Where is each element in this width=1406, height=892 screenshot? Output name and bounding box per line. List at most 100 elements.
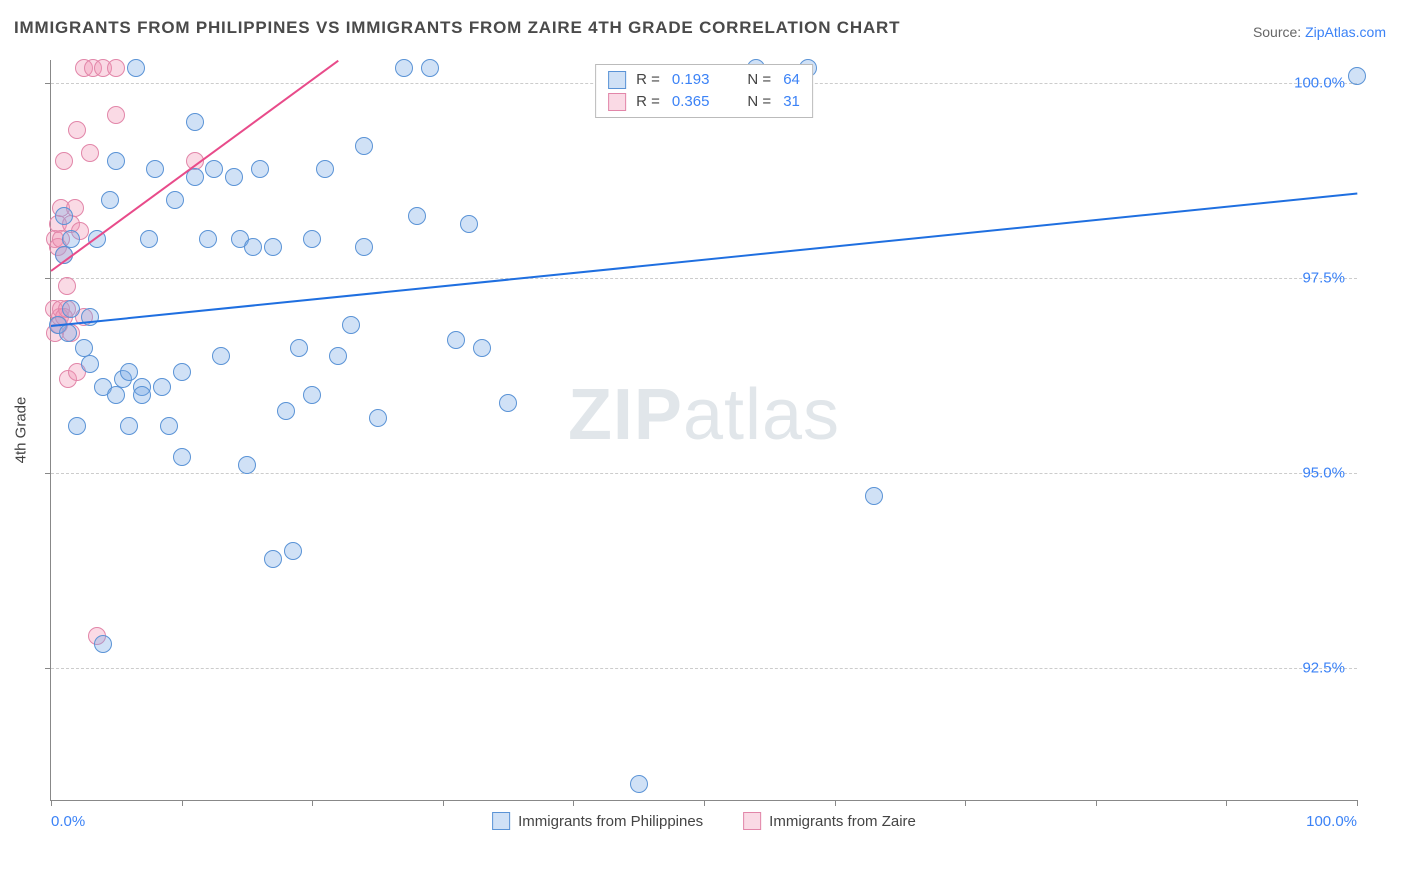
philippines-marker	[303, 230, 321, 248]
x-tick	[443, 800, 444, 806]
philippines-marker	[290, 339, 308, 357]
philippines-marker	[59, 324, 77, 342]
n-label: N =	[747, 91, 771, 113]
philippines-marker	[630, 775, 648, 793]
x-tick	[965, 800, 966, 806]
zaire-marker	[68, 121, 86, 139]
swatch-philippines-icon	[492, 812, 510, 830]
philippines-marker	[369, 409, 387, 427]
philippines-marker	[127, 59, 145, 77]
x-tick	[835, 800, 836, 806]
philippines-marker	[277, 402, 295, 420]
philippines-marker	[160, 417, 178, 435]
n-value-zaire: 31	[783, 91, 800, 113]
philippines-marker	[342, 316, 360, 334]
philippines-marker	[107, 386, 125, 404]
x-tick	[573, 800, 574, 806]
r-label: R =	[636, 69, 660, 91]
x-tick	[1357, 800, 1358, 806]
source-prefix: Source:	[1253, 24, 1305, 40]
philippines-marker	[408, 207, 426, 225]
legend-row-zaire: R = 0.365 N = 31	[608, 91, 800, 113]
philippines-marker	[499, 394, 517, 412]
philippines-marker	[81, 355, 99, 373]
philippines-marker	[473, 339, 491, 357]
plot-area: ZIPatlas 92.5%95.0%97.5%100.0% 4th Grade…	[50, 60, 1357, 801]
philippines-marker	[264, 238, 282, 256]
zaire-marker	[107, 59, 125, 77]
swatch-zaire-icon	[743, 812, 761, 830]
philippines-marker	[62, 300, 80, 318]
x-axis-max-label: 100.0%	[1306, 813, 1357, 830]
philippines-marker	[205, 160, 223, 178]
philippines-marker	[460, 215, 478, 233]
philippines-marker	[238, 456, 256, 474]
philippines-marker	[395, 59, 413, 77]
x-tick	[1096, 800, 1097, 806]
philippines-marker	[199, 230, 217, 248]
philippines-marker	[62, 230, 80, 248]
x-tick	[51, 800, 52, 806]
watermark-light: atlas	[683, 375, 840, 455]
philippines-marker	[225, 168, 243, 186]
philippines-marker	[107, 152, 125, 170]
x-tick	[1226, 800, 1227, 806]
r-value-zaire: 0.365	[672, 91, 710, 113]
philippines-marker	[316, 160, 334, 178]
y-tick	[45, 278, 51, 279]
philippines-trendline	[51, 192, 1357, 326]
legend-label-philippines: Immigrants from Philippines	[518, 813, 703, 830]
philippines-marker	[146, 160, 164, 178]
swatch-zaire	[608, 93, 626, 111]
philippines-marker	[264, 550, 282, 568]
philippines-marker	[101, 191, 119, 209]
zaire-trendline	[50, 60, 338, 272]
y-tick	[45, 668, 51, 669]
philippines-marker	[166, 191, 184, 209]
legend-item-zaire: Immigrants from Zaire	[743, 812, 916, 830]
x-tick	[312, 800, 313, 806]
y-tick	[45, 473, 51, 474]
philippines-marker	[212, 347, 230, 365]
source-attribution: Source: ZipAtlas.com	[1253, 24, 1386, 40]
x-axis-min-label: 0.0%	[51, 813, 85, 830]
zaire-marker	[81, 144, 99, 162]
watermark: ZIPatlas	[568, 374, 840, 456]
philippines-marker	[133, 386, 151, 404]
philippines-marker	[173, 448, 191, 466]
watermark-bold: ZIP	[568, 375, 683, 455]
gridline	[51, 278, 1357, 279]
y-tick-label: 100.0%	[1294, 75, 1345, 92]
philippines-marker	[153, 378, 171, 396]
philippines-marker	[244, 238, 262, 256]
x-tick	[704, 800, 705, 806]
philippines-marker	[303, 386, 321, 404]
y-tick-label: 95.0%	[1302, 464, 1345, 481]
philippines-marker	[251, 160, 269, 178]
philippines-marker	[173, 363, 191, 381]
philippines-marker	[355, 238, 373, 256]
n-label: N =	[747, 69, 771, 91]
legend-stats: R = 0.193 N = 64 R = 0.365 N = 31	[595, 64, 813, 118]
r-value-philippines: 0.193	[672, 69, 710, 91]
philippines-marker	[186, 113, 204, 131]
swatch-philippines	[608, 71, 626, 89]
zaire-marker	[107, 106, 125, 124]
y-axis-title: 4th Grade	[13, 397, 30, 464]
y-tick	[45, 83, 51, 84]
philippines-marker	[284, 542, 302, 560]
zaire-marker	[55, 152, 73, 170]
r-label: R =	[636, 91, 660, 113]
n-value-philippines: 64	[783, 69, 800, 91]
philippines-marker	[55, 207, 73, 225]
gridline	[51, 668, 1357, 669]
x-tick	[182, 800, 183, 806]
y-tick-label: 92.5%	[1302, 659, 1345, 676]
philippines-marker	[355, 137, 373, 155]
philippines-marker	[421, 59, 439, 77]
y-tick-label: 97.5%	[1302, 270, 1345, 287]
legend-series: Immigrants from Philippines Immigrants f…	[492, 812, 916, 830]
philippines-marker	[140, 230, 158, 248]
source-link[interactable]: ZipAtlas.com	[1305, 24, 1386, 40]
philippines-marker	[447, 331, 465, 349]
